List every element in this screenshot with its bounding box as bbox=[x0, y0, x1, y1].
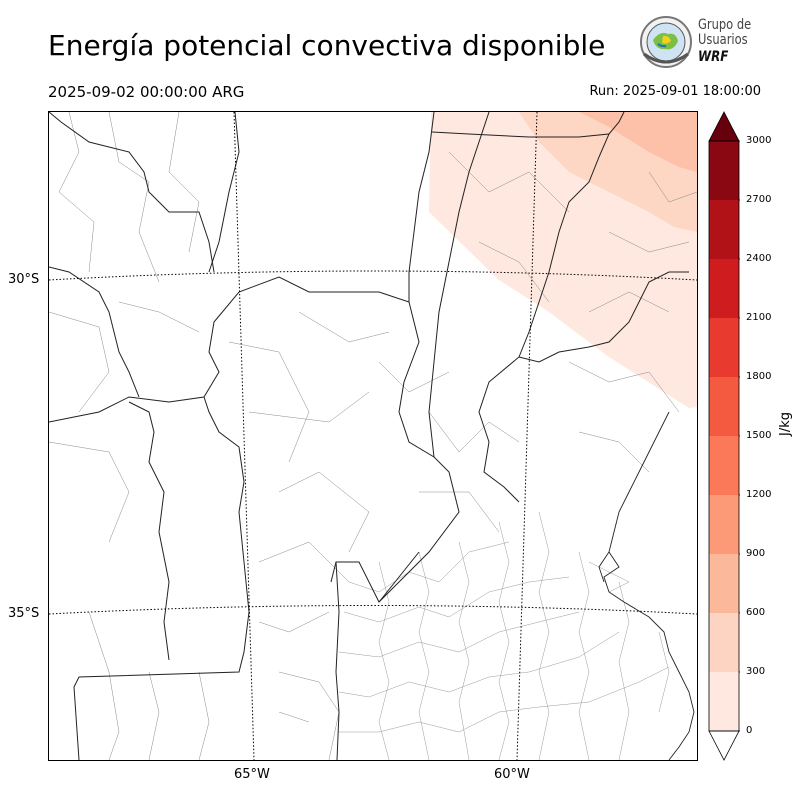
colorbar-bin bbox=[709, 200, 739, 259]
colorbar-tick-label: 1500 bbox=[746, 430, 772, 441]
colorbar-tick-label: 2400 bbox=[746, 253, 772, 264]
meridian-60w bbox=[516, 112, 538, 760]
colorbar-bin bbox=[709, 141, 739, 200]
colorbar-bin bbox=[709, 495, 739, 554]
parallel-30s bbox=[49, 270, 697, 281]
colorbar-bin bbox=[709, 377, 739, 436]
department-boundaries bbox=[49, 112, 697, 760]
lon-label-60w: 60°W bbox=[494, 767, 530, 782]
province-boundaries bbox=[49, 112, 689, 760]
colorbar-tick-label: 1800 bbox=[746, 371, 772, 382]
lon-label-65w: 65°W bbox=[234, 767, 270, 782]
colorbar-svg bbox=[708, 111, 742, 761]
lat-label-30s: 30°S bbox=[8, 272, 40, 287]
colorbar-bin bbox=[709, 436, 739, 495]
colorbar-tick-label: 300 bbox=[746, 666, 766, 677]
graticule bbox=[49, 112, 697, 760]
coastline bbox=[598, 411, 695, 760]
colorbar-extend-min bbox=[708, 730, 740, 761]
colorbar-tick-label: 600 bbox=[746, 607, 766, 618]
logo-wrf: WRF bbox=[698, 49, 729, 65]
globe-seal-icon bbox=[640, 16, 692, 68]
colorbar-unit: J/kg bbox=[778, 412, 793, 436]
colorbar-tick-label: 900 bbox=[746, 548, 766, 559]
map-panel bbox=[48, 111, 698, 761]
logo-text: Grupo de Usuarios bbox=[698, 17, 752, 48]
map-title: Energía potencial convectiva disponible bbox=[48, 29, 606, 62]
colorbar-bin bbox=[709, 259, 739, 318]
run-time: Run: 2025-09-01 18:00:00 bbox=[589, 84, 761, 99]
colorbar-bin bbox=[709, 613, 739, 672]
colorbar bbox=[708, 111, 742, 761]
colorbar-tick-label: 2100 bbox=[746, 312, 772, 323]
colorbar-tick-label: 1200 bbox=[746, 489, 772, 500]
colorbar-bin bbox=[709, 554, 739, 613]
meridian-65w bbox=[233, 112, 255, 760]
colorbar-extend-max bbox=[708, 111, 740, 142]
cape-shading-stronger bbox=[579, 112, 697, 172]
map-svg bbox=[49, 112, 697, 760]
colorbar-tick-label: 2700 bbox=[746, 194, 772, 205]
wrf-group-logo: Grupo de Usuarios WRF bbox=[638, 14, 758, 72]
colorbar-bin bbox=[709, 318, 739, 377]
colorbar-bin bbox=[709, 672, 739, 731]
parallel-35s bbox=[49, 605, 697, 615]
buenos-aires-partidos bbox=[338, 511, 670, 760]
lat-label-35s: 35°S bbox=[8, 606, 40, 621]
colorbar-tick-label: 0 bbox=[746, 725, 753, 736]
colorbar-tick-label: 3000 bbox=[746, 135, 772, 146]
valid-time: 2025-09-02 00:00:00 ARG bbox=[48, 83, 245, 101]
